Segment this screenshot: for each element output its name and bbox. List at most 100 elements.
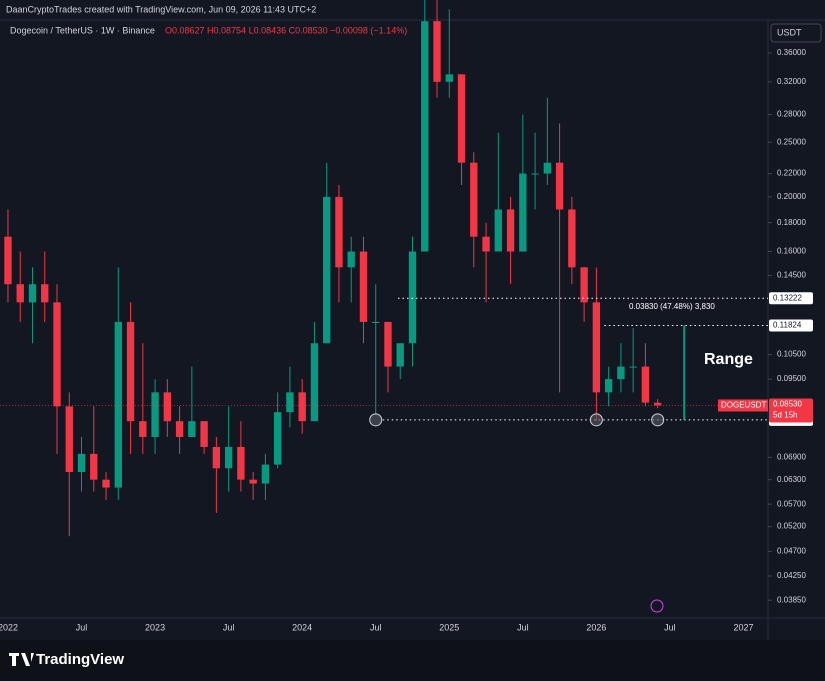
x-tick-label: 2024	[292, 622, 312, 632]
level-badge	[769, 292, 813, 305]
measure-text: 0.03830 (47.48%) 3,830	[629, 302, 715, 311]
y-tick-label: 0.18000	[777, 218, 806, 227]
candle-body	[90, 453, 98, 480]
y-tick-label: 0.04250	[777, 571, 806, 580]
candle-body	[139, 421, 147, 437]
footer-brand: TradingView	[36, 651, 124, 668]
y-tick-label: 0.14500	[777, 271, 806, 280]
y-tick-label: 0.25000	[777, 137, 806, 146]
y-tick-label: 0.04700	[777, 546, 806, 555]
level-badge	[769, 319, 813, 332]
candle-body	[335, 196, 343, 268]
x-tick-label: Jul	[76, 622, 88, 632]
candle-body	[347, 251, 355, 268]
author-line: DaanCryptoTrades created with TradingVie…	[6, 4, 316, 14]
level-label: 0.13222	[773, 293, 802, 302]
candle-body	[372, 321, 380, 323]
y-tick-label: 0.05700	[777, 499, 806, 508]
x-tick-label: Jul	[223, 622, 235, 632]
icon[interactable]	[650, 599, 664, 613]
x-tick-label: 2022	[0, 622, 18, 632]
candle-body	[77, 453, 86, 473]
x-tick-label: Jul	[370, 622, 382, 632]
ohlc-line: O0.08627 H0.08754 L0.08436 C0.08530 −0.0…	[165, 25, 407, 35]
candle-body	[617, 366, 625, 380]
candle-body	[261, 464, 270, 484]
candle-body	[592, 302, 601, 393]
candle-body	[126, 321, 135, 422]
low-marker	[369, 413, 383, 427]
candle-body	[4, 236, 12, 285]
y-tick-label: 0.06900	[777, 452, 806, 461]
candle-body	[359, 251, 368, 322]
candle-body	[506, 209, 515, 252]
candle-body	[641, 366, 650, 403]
candle-body	[604, 379, 613, 393]
candle-body	[568, 209, 576, 268]
candle-body	[457, 74, 466, 163]
candle-body	[163, 392, 172, 422]
candle-body	[200, 421, 208, 447]
candle-body	[580, 267, 588, 303]
candle-body	[470, 162, 478, 237]
y-tick-label: 0.16000	[777, 247, 806, 256]
candle-body	[384, 321, 392, 367]
candle-body	[286, 392, 294, 413]
candle-body	[421, 21, 429, 252]
candle-body	[519, 173, 527, 252]
candle-body	[445, 74, 453, 82]
candle-body	[65, 406, 73, 473]
x-tick-label: 2026	[586, 622, 606, 632]
candle-body	[224, 446, 233, 469]
candle-body	[151, 392, 159, 437]
price-badge	[769, 398, 813, 423]
low-marker	[589, 413, 603, 427]
candle-body	[41, 284, 49, 303]
candle-body	[653, 402, 662, 406]
candle-body	[102, 479, 110, 488]
level-label: 0.11824	[773, 321, 802, 330]
candle-body	[298, 392, 306, 422]
candle-body	[531, 173, 539, 175]
candle-body	[555, 162, 564, 210]
candle-body	[494, 209, 502, 252]
y-tick-label: 0.32000	[777, 77, 806, 86]
y-tick-label: 0.09500	[777, 374, 806, 383]
y-tick-label: 0.22000	[777, 169, 806, 178]
candle-body	[482, 236, 490, 252]
candle-body	[629, 366, 637, 368]
candle-body	[114, 321, 122, 488]
price-label: 0.08530	[773, 400, 802, 409]
y-tick-label: 0.05200	[777, 522, 806, 531]
x-tick-label: 2025	[439, 622, 459, 632]
candle-body	[323, 196, 331, 344]
x-tick-label: 2023	[145, 622, 165, 632]
y-tick-label: 0.10500	[777, 350, 806, 359]
countdown: 5d 15h	[773, 411, 797, 420]
currency-box[interactable]	[770, 23, 822, 43]
y-tick-label: 0.20000	[777, 192, 806, 201]
x-tick-label: 2027	[733, 622, 753, 632]
candle-body	[408, 251, 417, 344]
candle-body	[53, 302, 61, 407]
y-tick-label: 0.06300	[777, 475, 806, 484]
candle-body	[28, 284, 37, 303]
footer-bg	[0, 640, 825, 681]
candle-body	[310, 343, 319, 422]
footer-logo	[9, 653, 34, 666]
x-tick-label: Jul	[517, 622, 529, 632]
symbol-label: DOGEUSDT	[721, 401, 766, 410]
annotation: Range	[704, 351, 753, 368]
candle-body	[396, 343, 404, 367]
candle-body	[543, 162, 552, 174]
currency: USDT	[777, 27, 802, 37]
candle-body	[249, 479, 257, 484]
y-tick-label: 0.28000	[777, 110, 806, 119]
candle-body	[433, 21, 441, 82]
candle-body	[188, 421, 196, 437]
y-tick-label: 0.03850	[777, 595, 806, 604]
candle-body	[175, 421, 184, 437]
candle-body	[237, 446, 245, 480]
